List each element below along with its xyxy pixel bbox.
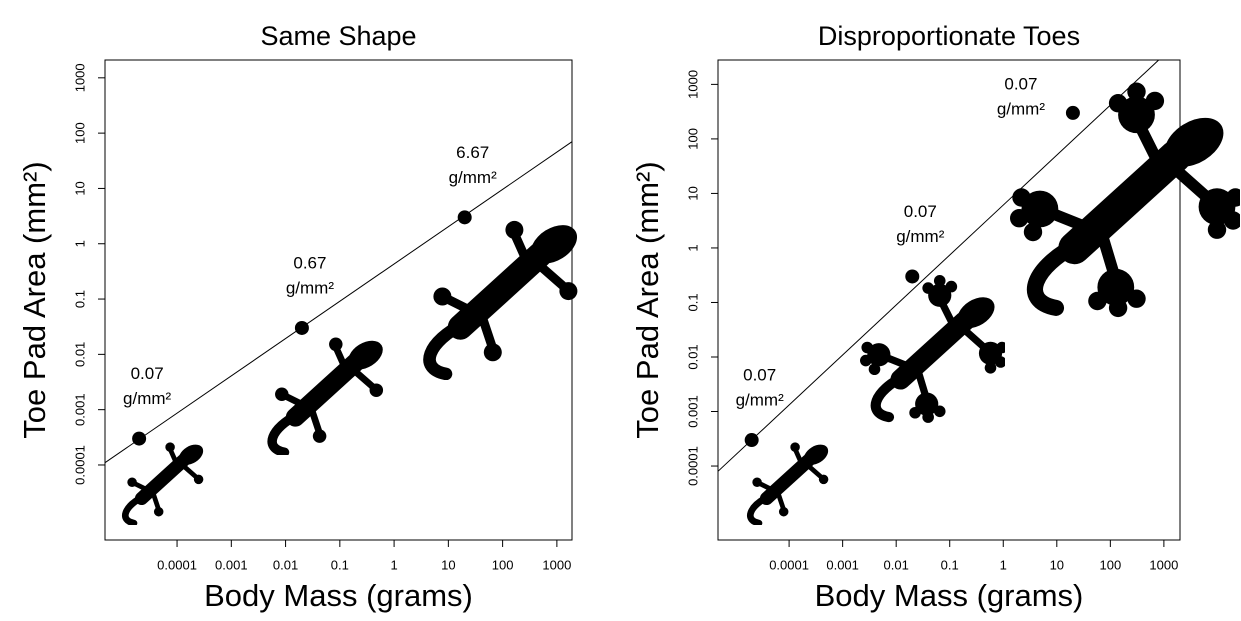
y-tick-label: 10 <box>685 186 700 200</box>
y-axis-label: Toe Pad Area (mm²) <box>17 161 52 438</box>
x-tick-label: 1 <box>390 557 397 572</box>
y-tick-label: 0.001 <box>72 393 87 426</box>
point-label: 0.07 <box>743 366 776 385</box>
point-label: g/mm² <box>896 227 945 246</box>
x-tick-label: 10 <box>441 557 455 572</box>
x-tick-label: 10 <box>1050 557 1064 572</box>
y-tick-label: 1 <box>72 240 87 247</box>
y-tick-label: 10 <box>72 181 87 195</box>
fit-line <box>717 59 1160 472</box>
y-tick-label: 0.0001 <box>685 446 700 486</box>
y-tick-label: 0.001 <box>685 395 700 428</box>
x-tick-label: 0.001 <box>215 557 248 572</box>
point-label: 0.07 <box>131 364 164 383</box>
y-tick-label: 100 <box>72 122 87 144</box>
y-tick-label: 0.01 <box>685 344 700 369</box>
plot-frame <box>717 59 1181 541</box>
x-tick-label: 0.1 <box>941 557 959 572</box>
x-tick-label: 1000 <box>1149 557 1178 572</box>
data-point <box>294 320 309 335</box>
x-tick-label: 0.01 <box>884 557 909 572</box>
point-label: g/mm² <box>736 391 785 410</box>
x-axis-label: Body Mass (grams) <box>204 578 473 613</box>
point-label: g/mm² <box>286 278 335 297</box>
x-tick-label: 0.0001 <box>769 557 809 572</box>
point-label: g/mm² <box>123 389 172 408</box>
point-label: 0.67 <box>293 253 326 272</box>
point-label: 6.67 <box>456 143 489 162</box>
y-tick-label: 0.0001 <box>72 445 87 485</box>
y-tick-label: 1000 <box>72 63 87 92</box>
point-label: 0.07 <box>1004 74 1037 93</box>
data-point <box>1065 105 1080 120</box>
x-tick-label: 100 <box>1099 557 1121 572</box>
y-tick-label: 100 <box>685 128 700 150</box>
point-label: 0.07 <box>904 202 937 221</box>
data-point <box>744 433 759 448</box>
data-point <box>457 210 472 225</box>
x-tick-label: 100 <box>492 557 514 572</box>
x-tick-label: 1000 <box>542 557 571 572</box>
y-tick-label: 1 <box>685 244 700 251</box>
x-tick-label: 0.01 <box>273 557 298 572</box>
fit-line <box>104 141 573 464</box>
x-tick-label: 0.001 <box>826 557 859 572</box>
y-axis-label: Toe Pad Area (mm²) <box>630 161 665 438</box>
chart-title: Same Shape <box>260 21 416 51</box>
point-label: g/mm² <box>449 168 498 187</box>
x-tick-label: 0.0001 <box>157 557 197 572</box>
y-tick-label: 0.1 <box>685 293 700 311</box>
chart-title: Disproportionate Toes <box>818 21 1080 51</box>
plot-frame <box>104 59 573 541</box>
x-tick-label: 1 <box>1000 557 1007 572</box>
gecko-silhouettes <box>125 83 1241 524</box>
y-tick-label: 0.01 <box>72 342 87 367</box>
y-tick-label: 1000 <box>685 70 700 99</box>
data-point <box>132 431 147 446</box>
x-axis-label: Body Mass (grams) <box>815 578 1084 613</box>
y-tick-label: 0.1 <box>72 290 87 308</box>
point-label: g/mm² <box>997 99 1046 118</box>
data-point <box>905 269 920 284</box>
x-tick-label: 0.1 <box>331 557 349 572</box>
